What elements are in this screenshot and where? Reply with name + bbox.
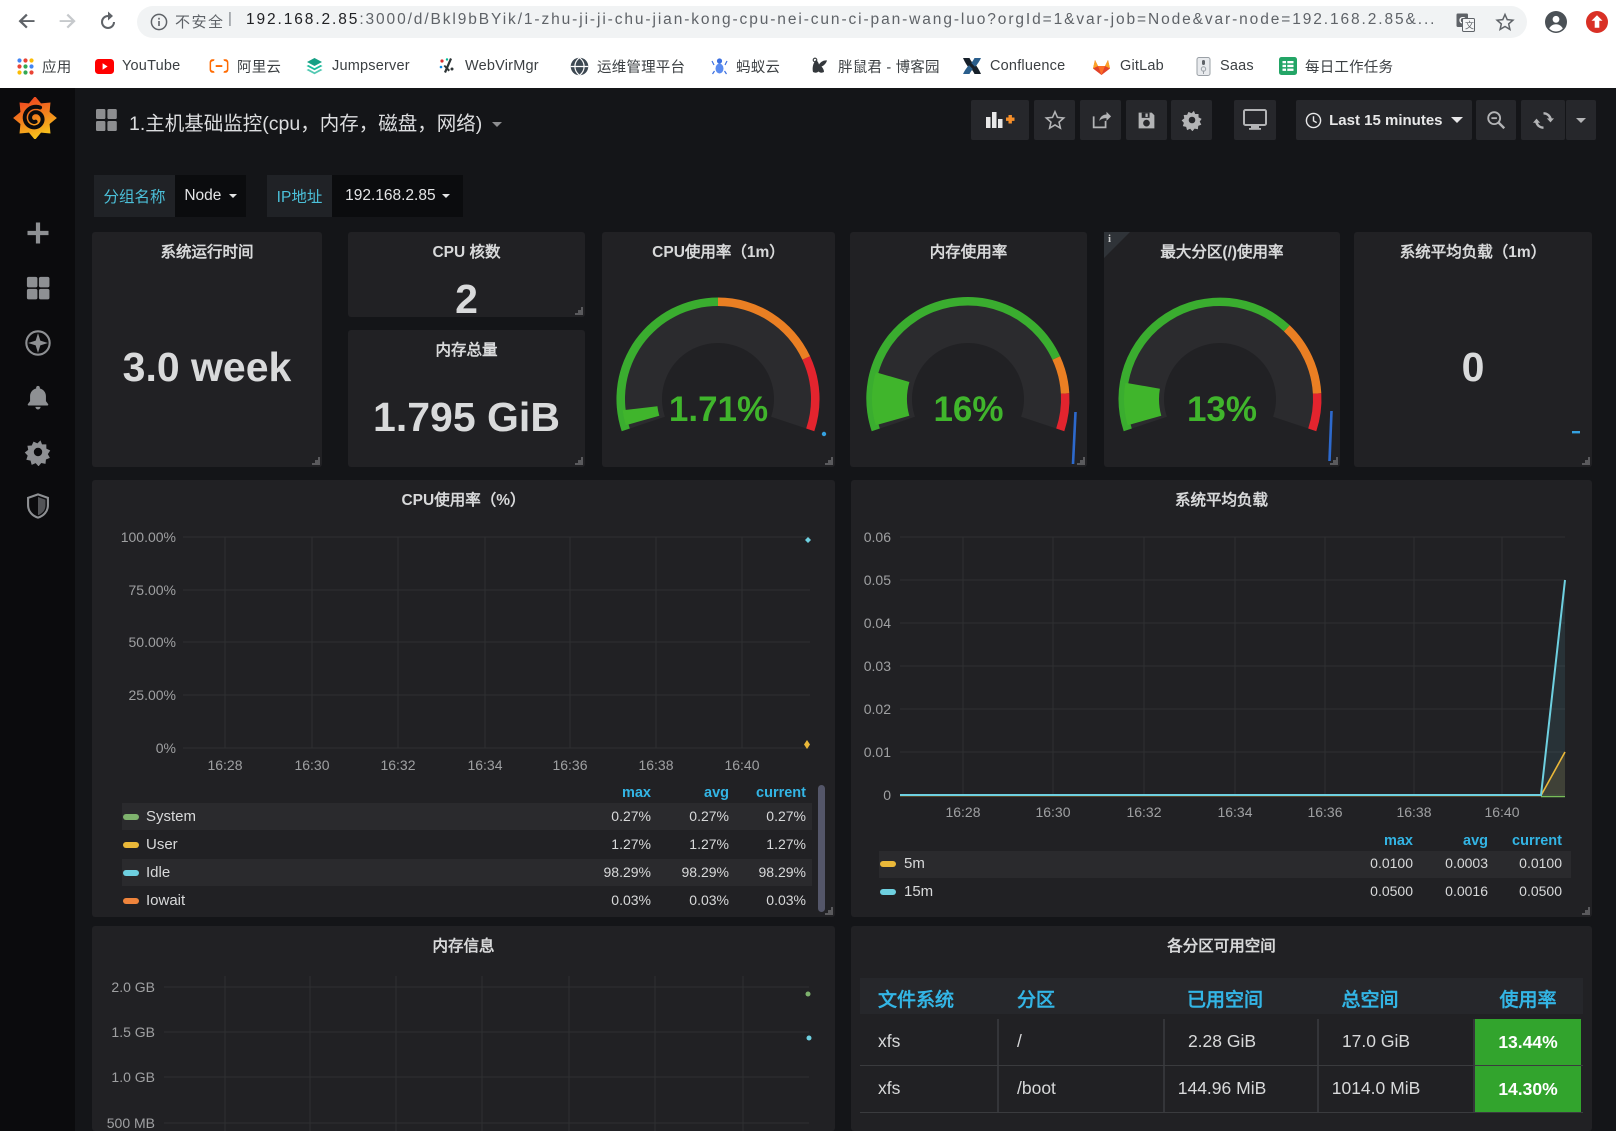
svg-text:文: 文	[1465, 20, 1474, 31]
